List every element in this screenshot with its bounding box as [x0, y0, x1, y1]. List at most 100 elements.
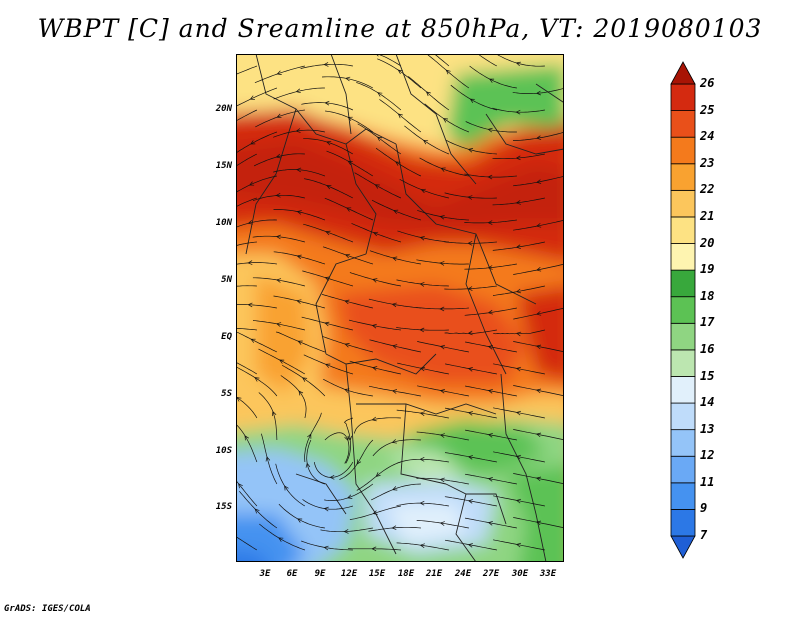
streamline-arrow [420, 188, 426, 194]
streamline-arrow [326, 140, 332, 146]
streamline-arrow [516, 331, 522, 337]
streamline-arrow [324, 100, 330, 106]
streamline-arrow [487, 174, 493, 180]
lon-label-33e: 33E [539, 569, 557, 579]
streamline [253, 153, 305, 167]
streamline-arrow [344, 388, 350, 393]
streamline [445, 363, 497, 375]
streamline [273, 209, 326, 221]
streamline [464, 517, 517, 529]
streamline [252, 194, 305, 201]
streamline-arrow [439, 214, 445, 220]
streamline-arrow [536, 311, 542, 316]
streamline-arrow [247, 302, 253, 308]
streamlines [236, 54, 564, 552]
streamline-arrow [265, 456, 271, 462]
streamline [252, 320, 305, 331]
colorbar-box [670, 455, 696, 484]
colorbar-label: 26 [700, 76, 715, 90]
streamline-arrow [275, 153, 281, 159]
colorbar-box [670, 216, 696, 244]
streamline [465, 341, 517, 353]
streamline [301, 540, 353, 551]
streamline [404, 125, 450, 155]
streamline [396, 279, 449, 287]
colorbar-label: 24 [700, 129, 715, 144]
streamline-arrow [397, 69, 403, 75]
colorbar-box [670, 322, 696, 351]
streamline [492, 241, 545, 251]
streamline [313, 461, 354, 478]
streamline-arrow [442, 118, 449, 123]
streamline-arrow [439, 433, 445, 438]
colorbar-bottom-arrow [670, 535, 696, 559]
streamline [493, 363, 545, 375]
streamline-arrow [346, 207, 352, 212]
colorbar-box [670, 429, 696, 457]
streamline [492, 197, 545, 206]
streamline [324, 483, 374, 501]
streamline [349, 272, 401, 287]
streamline [444, 285, 497, 290]
streamline [282, 364, 326, 397]
streamline-arrow [439, 306, 445, 312]
streamline-arrow [397, 113, 403, 119]
colorbar-box [670, 296, 696, 324]
lat-label-15s: 15S [215, 502, 232, 512]
streamline [236, 131, 278, 154]
streamline [326, 150, 374, 177]
streamline [301, 102, 354, 111]
streamline [513, 385, 564, 397]
streamline [255, 109, 305, 128]
streamline [349, 319, 401, 331]
streamline [399, 178, 449, 199]
streamline-arrow [419, 456, 425, 462]
streamline-arrow [487, 388, 493, 394]
streamline [303, 138, 354, 155]
colorbar-box [670, 376, 696, 404]
streamline [375, 147, 422, 177]
streamline [492, 107, 545, 113]
streamline [444, 329, 497, 334]
lon-label-3e: 3E [259, 569, 271, 579]
streamline [303, 223, 354, 243]
streamline-arrow [467, 195, 473, 200]
streamline [407, 76, 450, 111]
streamline [396, 542, 449, 551]
lon-label-18e: 18E [397, 569, 415, 579]
streamline-arrow [247, 220, 253, 225]
streamline-arrow [419, 327, 425, 333]
streamline [396, 458, 449, 464]
streamline [477, 54, 498, 67]
streamline-arrow [467, 366, 473, 372]
streamline-arrow [323, 506, 329, 512]
streamline-arrow [445, 69, 451, 75]
streamline [493, 407, 545, 419]
streamline-arrow [276, 322, 282, 327]
streamline-arrow [296, 167, 302, 173]
streamline [275, 463, 306, 507]
streamline [236, 241, 257, 246]
colorbar-box [670, 349, 696, 377]
lat-label-10n: 10N [215, 218, 232, 228]
streamline [493, 451, 545, 463]
streamline-arrow [307, 433, 312, 439]
streamline-arrow [371, 323, 377, 329]
streamline-arrow [487, 309, 493, 315]
streamline [444, 407, 497, 419]
streamline [465, 385, 517, 397]
streamline-arrow [347, 435, 353, 441]
streamline [322, 246, 374, 265]
streamline-arrow [515, 155, 521, 161]
streamline-arrow [395, 161, 401, 166]
streamline-arrow [297, 518, 303, 523]
streamline [377, 58, 422, 89]
streamline-arrow [278, 359, 285, 364]
streamline-arrow [392, 344, 398, 349]
streamline [444, 496, 497, 507]
streamline [273, 295, 325, 309]
streamline-arrow [275, 234, 281, 240]
streamline [396, 409, 449, 419]
streamline [450, 84, 497, 111]
streamline [348, 548, 401, 551]
